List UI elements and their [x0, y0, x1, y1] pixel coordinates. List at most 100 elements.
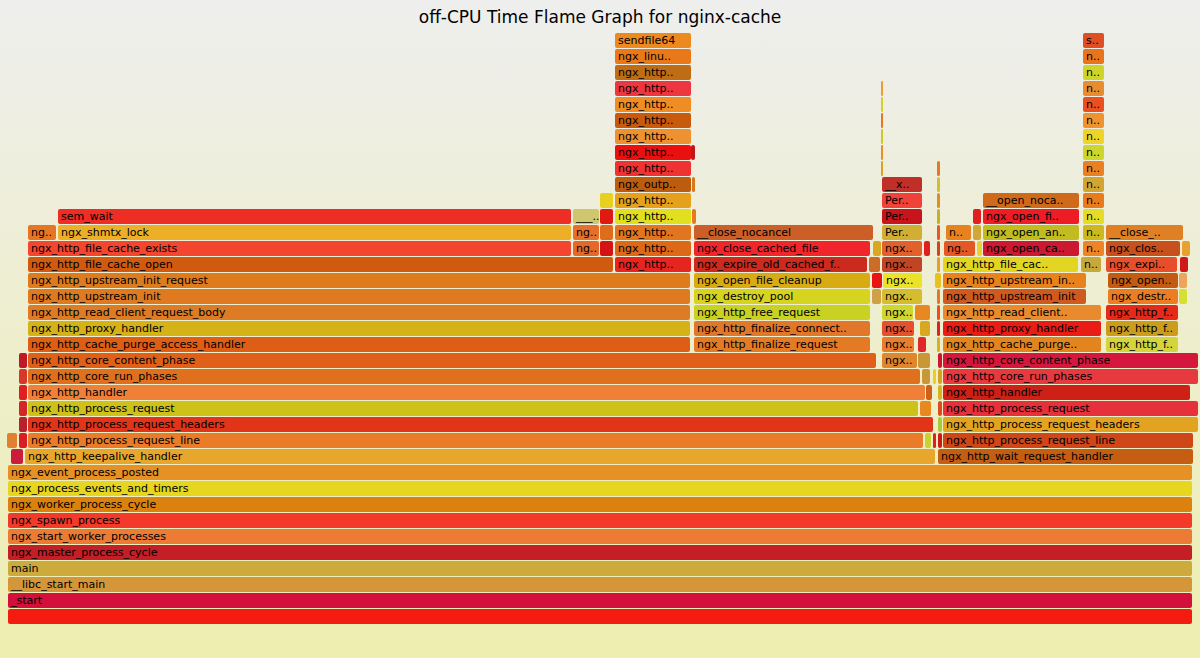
flame-frame[interactable]: n..: [1083, 193, 1104, 208]
flame-frame[interactable]: [937, 209, 940, 224]
flame-frame[interactable]: [926, 385, 932, 400]
flame-frame[interactable]: [19, 385, 27, 400]
flame-frame[interactable]: [937, 257, 940, 272]
flame-frame[interactable]: [935, 273, 941, 288]
flame-frame[interactable]: [19, 401, 27, 416]
flame-frame[interactable]: [881, 113, 883, 128]
flame-frame[interactable]: [937, 161, 940, 176]
flame-frame[interactable]: [600, 241, 613, 256]
flame-frame[interactable]: ngx_http_upstream_init_request: [28, 273, 690, 288]
flame-frame[interactable]: n..: [1083, 225, 1104, 240]
flame-frame[interactable]: ngx_http_proxy_handler: [943, 321, 1101, 336]
flame-frame[interactable]: ngx_http_wait_request_handler: [938, 449, 1193, 464]
flame-frame[interactable]: [937, 241, 940, 256]
flame-frame[interactable]: ngx_http..: [615, 241, 691, 256]
flame-frame[interactable]: [872, 273, 882, 288]
flame-frame[interactable]: [938, 401, 942, 416]
flame-frame[interactable]: ngx_http..: [615, 225, 691, 240]
flame-frame[interactable]: [938, 433, 942, 448]
flame-frame[interactable]: [881, 97, 883, 112]
flame-frame[interactable]: ngx_http_finalize_request: [694, 337, 870, 352]
flame-frame[interactable]: Per..: [882, 193, 922, 208]
flame-frame[interactable]: ngx_http_upstream_in..: [943, 273, 1086, 288]
flame-frame[interactable]: [19, 369, 27, 384]
flame-frame[interactable]: [692, 209, 696, 224]
flame-frame[interactable]: n..: [1083, 113, 1104, 128]
flame-frame[interactable]: [19, 353, 27, 368]
flame-frame[interactable]: ngx_http..: [615, 209, 691, 224]
flame-frame[interactable]: ngx..: [882, 353, 917, 368]
flame-frame[interactable]: [973, 225, 981, 240]
flame-frame[interactable]: [924, 241, 930, 256]
flame-frame[interactable]: ngx_http_file_cache_open: [28, 257, 613, 272]
flame-frame[interactable]: [7, 433, 17, 448]
flame-frame[interactable]: ngx_process_events_and_timers: [8, 481, 1192, 496]
flame-frame[interactable]: n..: [1083, 81, 1104, 96]
flame-frame[interactable]: _start: [8, 593, 1192, 608]
flame-frame[interactable]: ngx_http_keepalive_handler: [25, 449, 935, 464]
flame-frame[interactable]: ngx_http_core_content_phase: [943, 353, 1198, 368]
flame-frame[interactable]: ngx_http..: [615, 65, 691, 80]
flame-frame[interactable]: [1180, 257, 1188, 272]
flame-frame[interactable]: ngx_close_cached_file: [694, 241, 870, 256]
flame-frame[interactable]: ngx_outp..: [615, 177, 691, 192]
flame-frame[interactable]: [873, 241, 881, 256]
flame-frame[interactable]: ngx_http_process_request_headers: [28, 417, 933, 432]
flame-frame[interactable]: [925, 433, 931, 448]
flame-frame[interactable]: ngx_http_upstream_init: [28, 289, 690, 304]
flame-frame[interactable]: [19, 433, 27, 448]
flame-frame[interactable]: ngx_http..: [615, 97, 691, 112]
flame-frame[interactable]: [937, 337, 940, 352]
flame-frame[interactable]: ngx..: [883, 273, 922, 288]
flame-frame[interactable]: ngx_master_process_cycle: [8, 545, 1192, 560]
flame-frame[interactable]: ngx..: [882, 337, 914, 352]
flame-frame[interactable]: ngx_shmtx_lock: [58, 225, 571, 240]
flame-frame[interactable]: ngx_http_file_cac..: [943, 257, 1078, 272]
flame-frame[interactable]: n..: [1083, 49, 1104, 64]
flame-frame[interactable]: ngx_event_process_posted: [8, 465, 1192, 480]
flame-frame[interactable]: ngx_http_upstream_init: [943, 289, 1086, 304]
flame-frame[interactable]: __open_noca..: [983, 193, 1079, 208]
flame-frame[interactable]: [922, 369, 930, 384]
flame-frame[interactable]: [691, 145, 695, 160]
flame-frame[interactable]: ngx_http..: [615, 81, 691, 96]
flame-frame[interactable]: ngx_http_process_request_line: [28, 433, 923, 448]
flame-frame[interactable]: ngx_http_handler: [943, 385, 1190, 400]
flame-frame[interactable]: [600, 225, 613, 240]
flame-frame[interactable]: [881, 145, 883, 160]
flame-frame[interactable]: ngx_destroy_pool: [694, 289, 870, 304]
flame-frame[interactable]: n..: [1083, 209, 1104, 224]
flame-frame[interactable]: ngx_open..: [1108, 273, 1178, 288]
flame-frame[interactable]: ngx_http_file_cache_exists: [28, 241, 571, 256]
flame-frame[interactable]: ngx_http_finalize_connect..: [694, 321, 870, 336]
flame-frame[interactable]: [937, 305, 940, 320]
flame-frame[interactable]: ngx_http_core_content_phase: [28, 353, 876, 368]
flame-frame[interactable]: ngx_http_process_request_line: [943, 433, 1193, 448]
flame-frame[interactable]: ngx_http_core_run_phases: [943, 369, 1198, 384]
flame-frame[interactable]: [881, 129, 883, 144]
flame-frame[interactable]: sem_wait: [58, 209, 571, 224]
flame-frame[interactable]: [937, 289, 940, 304]
flame-frame[interactable]: n..: [1083, 65, 1104, 80]
flame-frame[interactable]: ngx_http..: [615, 257, 691, 272]
flame-frame[interactable]: ng..: [944, 241, 975, 256]
flame-frame[interactable]: [977, 241, 982, 256]
flame-frame[interactable]: n..: [1083, 241, 1104, 256]
flame-frame[interactable]: n..: [1081, 257, 1101, 272]
flame-frame[interactable]: ngx_http_read_client_request_body: [28, 305, 690, 320]
flame-frame[interactable]: ngx_open_ca..: [983, 241, 1079, 256]
flame-frame[interactable]: ngx_open_an..: [983, 225, 1079, 240]
flame-frame[interactable]: [881, 161, 883, 176]
flame-frame[interactable]: ng..: [28, 225, 56, 240]
flame-frame[interactable]: [872, 289, 881, 304]
flame-frame[interactable]: [973, 209, 981, 224]
flame-frame[interactable]: n..: [1083, 97, 1104, 112]
flame-frame[interactable]: [1179, 289, 1187, 304]
flame-frame[interactable]: ngx_http..: [615, 113, 691, 128]
flame-frame[interactable]: [1182, 241, 1190, 256]
flame-frame[interactable]: ngx_http_cache_purge_access_handler: [28, 337, 690, 352]
flame-frame[interactable]: ngx_expi..: [1106, 257, 1177, 272]
flame-frame[interactable]: [920, 321, 930, 336]
flame-frame[interactable]: [19, 417, 27, 432]
flame-frame[interactable]: [938, 417, 942, 432]
